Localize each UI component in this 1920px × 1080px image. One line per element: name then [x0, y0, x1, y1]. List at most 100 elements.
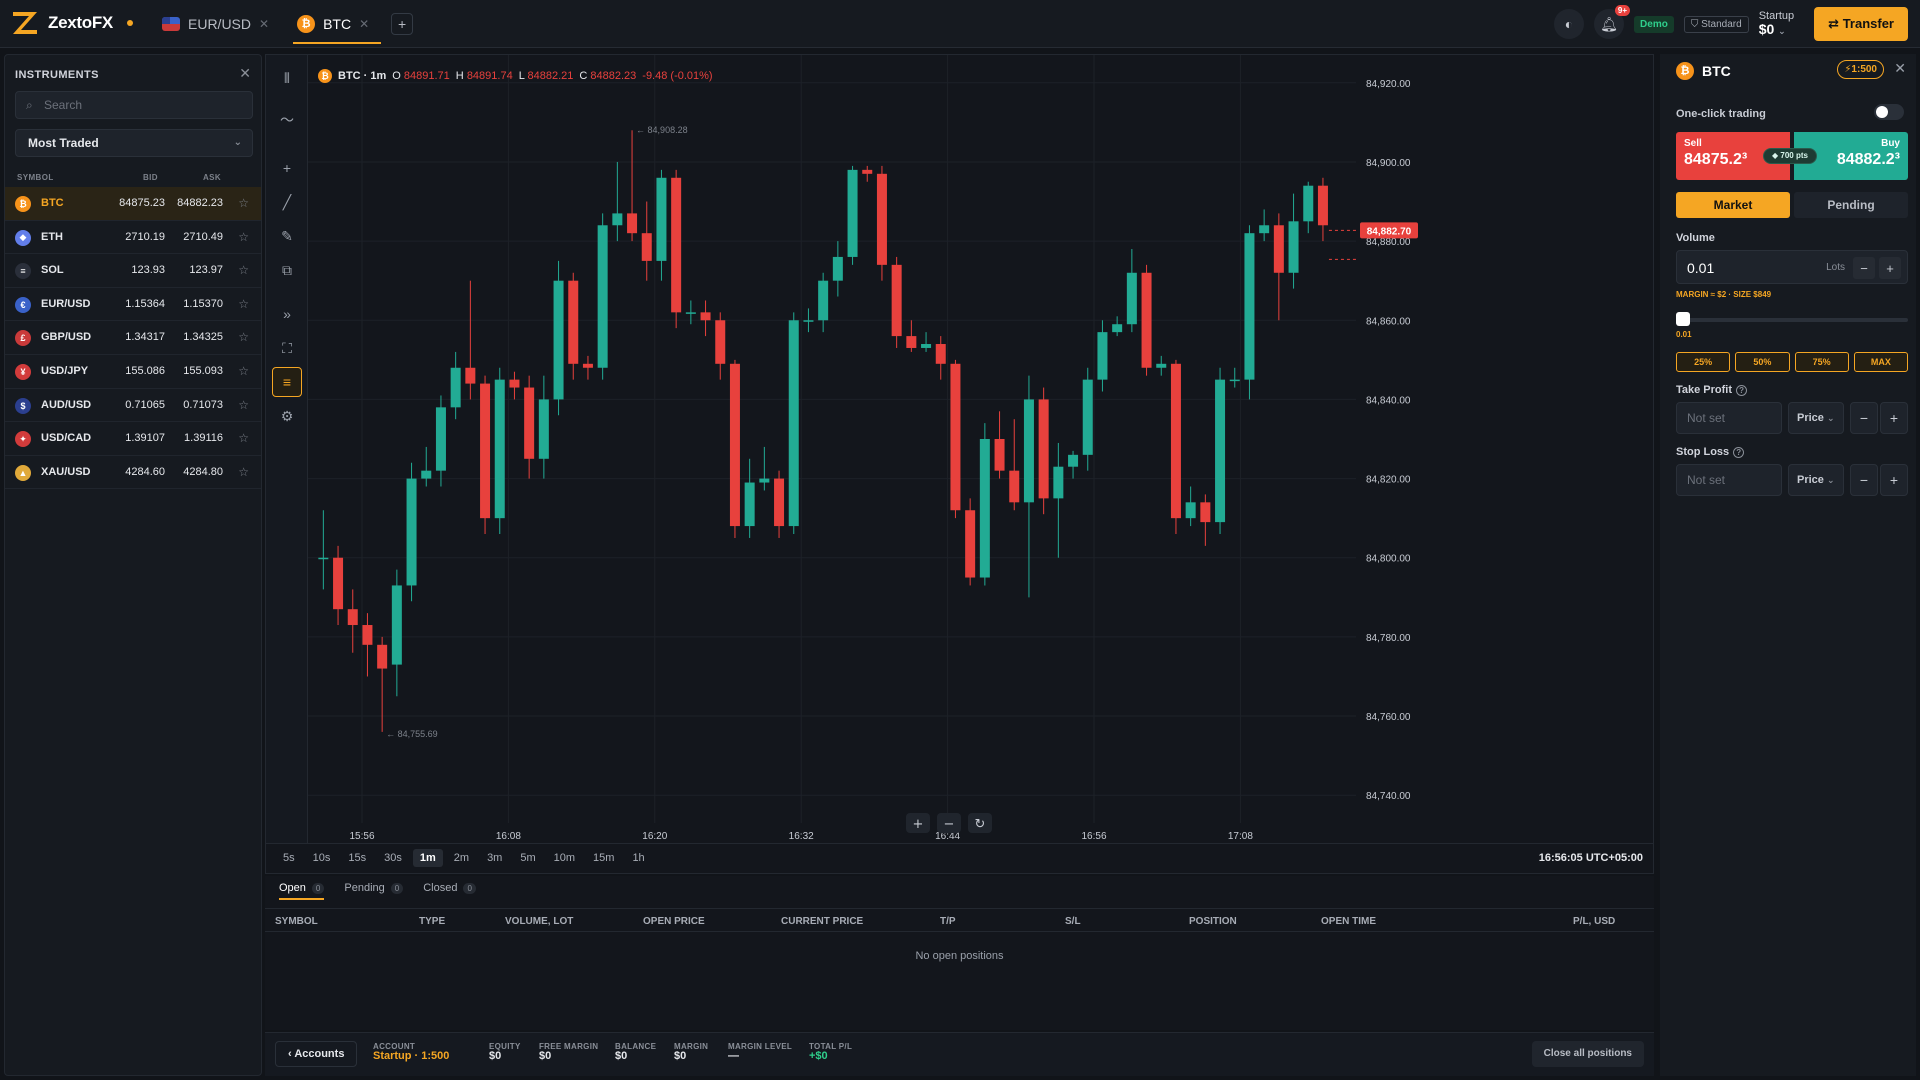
- close-tab-icon[interactable]: ✕: [359, 17, 370, 31]
- timeframe-3m[interactable]: 3m: [487, 852, 503, 864]
- star-icon[interactable]: ☆: [238, 296, 249, 311]
- instrument-row-eth[interactable]: ◆ ETH 2710.19 2710.49 ☆: [5, 221, 261, 255]
- trendline-icon[interactable]: ╱: [282, 193, 292, 210]
- add-tab-button[interactable]: +: [391, 13, 414, 35]
- instrument-row-xau-usd[interactable]: ▲ XAU/USD 4284.60 4284.80 ☆: [5, 456, 261, 490]
- order-panel: ₿ BTC ⚡︎1:500 ✕ One-click trading Sell 848…: [1660, 54, 1916, 1076]
- candle-body: [818, 280, 829, 321]
- tab-btc[interactable]: ₿ BTC ✕: [285, 6, 382, 44]
- shapes-icon[interactable]: ⧉: [282, 261, 292, 278]
- star-icon[interactable]: ☆: [238, 431, 249, 446]
- settings-icon[interactable]: ⚙: [280, 407, 294, 424]
- timeframe-10m[interactable]: 10m: [553, 852, 576, 864]
- timeframe-10s[interactable]: 10s: [312, 852, 331, 864]
- sell-button[interactable]: Sell 84875.2³: [1676, 132, 1790, 180]
- timeframe-15m[interactable]: 15m: [593, 852, 615, 864]
- star-icon[interactable]: ☆: [238, 229, 249, 244]
- take-profit-input[interactable]: Not set: [1676, 402, 1782, 434]
- timeframe-30s[interactable]: 30s: [384, 852, 402, 864]
- transfer-button[interactable]: ⇄ Transfer: [1814, 7, 1908, 41]
- candle-body: [480, 383, 491, 519]
- star-icon[interactable]: ☆: [238, 363, 249, 378]
- volume-decrease-button[interactable]: −: [1853, 257, 1875, 279]
- stop-loss-row: Not set Price ⌄ − +: [1676, 464, 1908, 496]
- stop-loss-increase-button[interactable]: +: [1880, 464, 1908, 496]
- accounts-button[interactable]: ‹ Accounts: [275, 1041, 358, 1067]
- preset-max[interactable]: MAX: [1853, 352, 1908, 372]
- search-input[interactable]: ⌕ Search: [15, 91, 253, 119]
- volume-increase-button[interactable]: +: [1879, 257, 1901, 279]
- star-icon[interactable]: ☆: [238, 397, 249, 412]
- brand-logo[interactable]: ZextoFX: [10, 8, 133, 38]
- preset-50[interactable]: 50%: [1735, 352, 1790, 372]
- take-profit-mode-select[interactable]: Price ⌄: [1788, 402, 1844, 434]
- volume-slider[interactable]: [1676, 312, 1908, 326]
- preset-25[interactable]: 25%: [1676, 352, 1731, 372]
- search-icon: ⌕: [26, 98, 33, 112]
- stop-loss-decrease-button[interactable]: −: [1850, 464, 1878, 496]
- fullscreen-icon[interactable]: ⛶: [282, 339, 292, 356]
- one-click-toggle[interactable]: [1874, 104, 1904, 120]
- candle-body: [391, 585, 402, 665]
- zoom-out-button[interactable]: [937, 813, 961, 833]
- col-current-price: CURRENT PRICE: [781, 916, 864, 927]
- theme-toggle-button[interactable]: ◐: [1554, 9, 1585, 39]
- volume-input[interactable]: 0.01 Lots − +: [1676, 250, 1908, 284]
- brush-icon[interactable]: ✎: [281, 227, 293, 244]
- candles-icon[interactable]: ⫴: [284, 69, 290, 86]
- instrument-row-sol[interactable]: ≡ SOL 123.93 123.97 ☆: [5, 254, 261, 288]
- candle-body: [700, 312, 711, 321]
- expand-icon[interactable]: »: [283, 306, 291, 322]
- close-icon[interactable]: ✕: [239, 65, 251, 81]
- pending-tab[interactable]: Pending: [1794, 192, 1908, 218]
- filter-select[interactable]: Most Traded ⌄: [15, 129, 253, 157]
- candle-body: [832, 256, 843, 281]
- instrument-row-eur-usd[interactable]: € EUR/USD 1.15364 1.15370 ☆: [5, 288, 261, 322]
- list-icon[interactable]: ≡: [272, 367, 302, 397]
- chevron-down-icon: ⌄: [233, 137, 242, 148]
- candle-body: [788, 320, 799, 527]
- timeframe-5m[interactable]: 5m: [520, 852, 536, 864]
- close-tab-icon[interactable]: ✕: [259, 17, 270, 31]
- close-all-positions-button[interactable]: Close all positions: [1531, 1041, 1644, 1067]
- tab-eurusd[interactable]: EUR/USD ✕: [150, 6, 281, 42]
- star-icon[interactable]: ☆: [238, 263, 249, 278]
- close-icon[interactable]: ✕: [1894, 60, 1906, 76]
- buy-button[interactable]: Buy 84882.2³: [1794, 132, 1908, 180]
- instrument-row-usd-cad[interactable]: ✦ USD/CAD 1.39107 1.39116 ☆: [5, 422, 261, 456]
- star-icon[interactable]: ☆: [238, 196, 249, 210]
- candle-body: [744, 482, 755, 527]
- timeframe-1m[interactable]: 1m: [412, 849, 443, 867]
- notifications-button[interactable]: 🔔︎ 9+: [1594, 5, 1631, 39]
- instrument-row-btc[interactable]: ₿ BTC 84875.23 84882.23 ☆: [5, 187, 261, 221]
- reset-zoom-button[interactable]: [968, 813, 992, 833]
- leverage-badge[interactable]: ⚡︎1:500: [1837, 60, 1884, 79]
- instrument-row-gbp-usd[interactable]: £ GBP/USD 1.34317 1.34325 ☆: [5, 321, 261, 355]
- tab-pending[interactable]: Pending 0: [344, 882, 404, 900]
- stop-loss-input[interactable]: Not set: [1676, 464, 1782, 496]
- market-tab[interactable]: Market: [1676, 192, 1790, 218]
- candle-body: [1170, 363, 1181, 519]
- crosshair-icon[interactable]: +: [282, 160, 292, 176]
- stop-loss-mode-select[interactable]: Price ⌄: [1788, 464, 1844, 496]
- indicator-icon[interactable]: 〜: [280, 112, 294, 128]
- star-icon[interactable]: ☆: [238, 464, 249, 479]
- instrument-row-aud-usd[interactable]: $ AUD/USD 0.71065 0.71073 ☆: [5, 389, 261, 423]
- take-profit-label: Take Profit?: [1676, 384, 1748, 396]
- slider-thumb[interactable]: [1676, 312, 1690, 326]
- timeframe-2m[interactable]: 2m: [453, 852, 470, 864]
- timeframe-15s[interactable]: 15s: [348, 852, 367, 864]
- timeframe-1h[interactable]: 1h: [632, 852, 645, 864]
- timeframe-5s[interactable]: 5s: [283, 852, 295, 864]
- tab-open[interactable]: Open 0: [279, 882, 325, 900]
- x-tick-label: 16:44: [935, 831, 960, 842]
- take-profit-decrease-button[interactable]: −: [1850, 402, 1878, 434]
- zoom-in-button[interactable]: [906, 813, 930, 833]
- preset-75[interactable]: 75%: [1794, 352, 1849, 372]
- instrument-row-usd-jpy[interactable]: ¥ USD/JPY 155.086 155.093 ☆: [5, 355, 261, 389]
- price-chart[interactable]: 84,920.00 84,900.00 84,880.00 84,860.00 84,8…: [308, 55, 1654, 843]
- take-profit-increase-button[interactable]: +: [1880, 402, 1908, 434]
- tab-closed[interactable]: Closed 0: [423, 882, 476, 900]
- star-icon[interactable]: ☆: [238, 330, 249, 345]
- account-selector[interactable]: Startup $0 ⌄: [1759, 10, 1794, 37]
